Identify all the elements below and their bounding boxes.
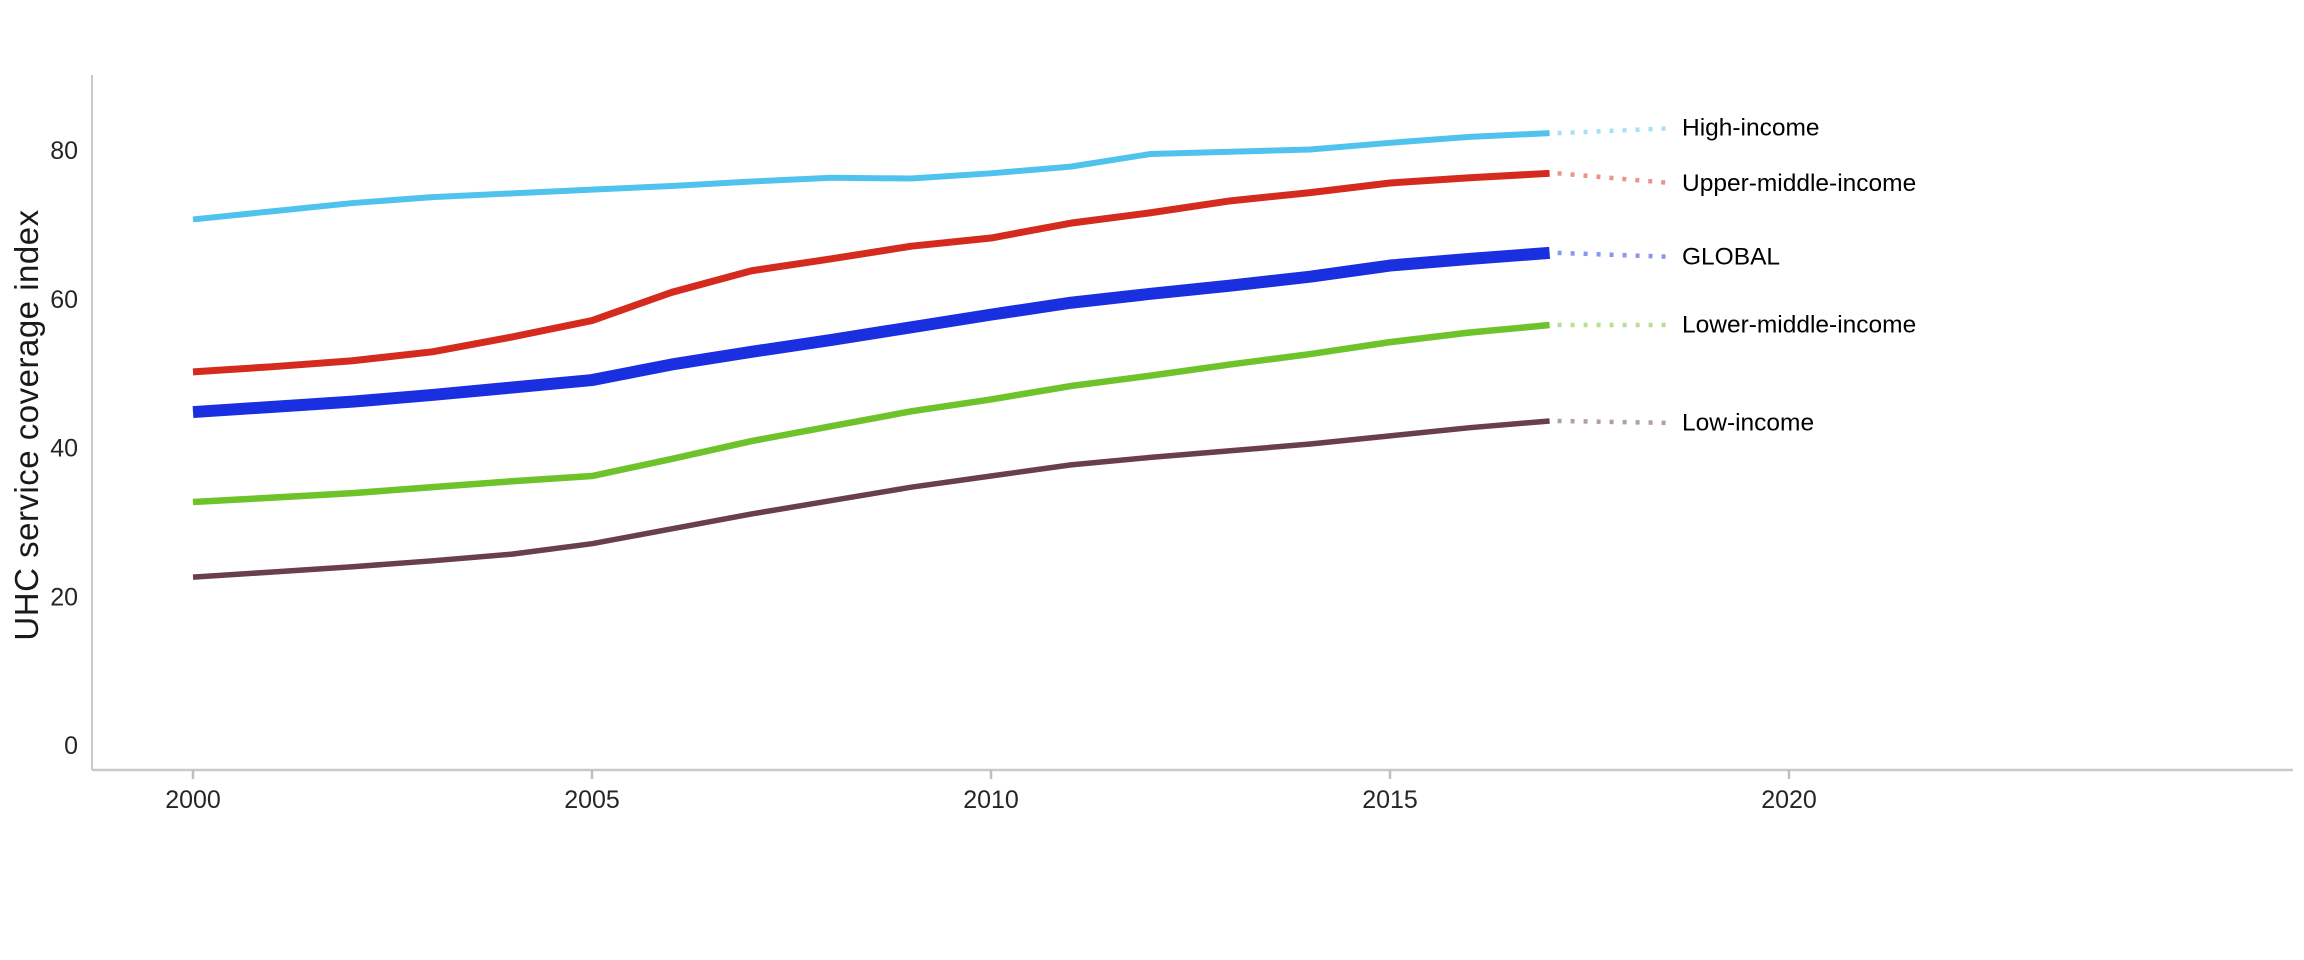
legend-label-upper-middle-income: Upper-middle-income — [1682, 170, 1916, 197]
series-line-lower-middle-income — [192, 321, 1550, 506]
legend-leader-lines — [1557, 125, 1675, 426]
leader-line-low-income — [1557, 418, 1675, 426]
x-tick-label-2000: 2000 — [165, 786, 221, 814]
legend-label-lower-middle-income: Lower-middle-income — [1682, 312, 1916, 339]
x-axis-ticks: 2000 2005 2010 2015 2020 — [165, 770, 1817, 814]
series-lines — [192, 130, 1551, 580]
y-tick-label-0: 0 — [64, 732, 78, 760]
y-tick-label-60: 60 — [50, 286, 78, 314]
y-axis-ticks: 0 20 40 60 80 — [50, 137, 78, 760]
legend-labels: High-income Upper-middle-income GLOBAL Lowe… — [1682, 115, 1916, 437]
x-tick-label-2020: 2020 — [1761, 786, 1817, 814]
series-line-low-income — [192, 418, 1550, 580]
y-tick-label-80: 80 — [50, 137, 78, 165]
leader-line-upper-middle-income — [1557, 171, 1675, 186]
legend-label-high-income: High-income — [1682, 115, 1820, 142]
legend-label-low-income: Low-income — [1682, 409, 1814, 436]
x-tick-label-2005: 2005 — [564, 786, 620, 814]
y-tick-label-20: 20 — [50, 583, 78, 611]
legend-label-global: GLOBAL — [1682, 243, 1780, 270]
series-line-high-income — [192, 130, 1550, 223]
leader-line-global — [1557, 250, 1675, 260]
x-tick-label-2015: 2015 — [1362, 786, 1418, 814]
series-line-upper-middle-income — [192, 169, 1550, 376]
series-line-global — [192, 246, 1551, 419]
leader-line-high-income — [1557, 125, 1675, 136]
y-tick-label-40: 40 — [50, 435, 78, 463]
x-tick-label-2010: 2010 — [963, 786, 1019, 814]
y-axis-title: UHC service coverage index — [8, 209, 45, 640]
